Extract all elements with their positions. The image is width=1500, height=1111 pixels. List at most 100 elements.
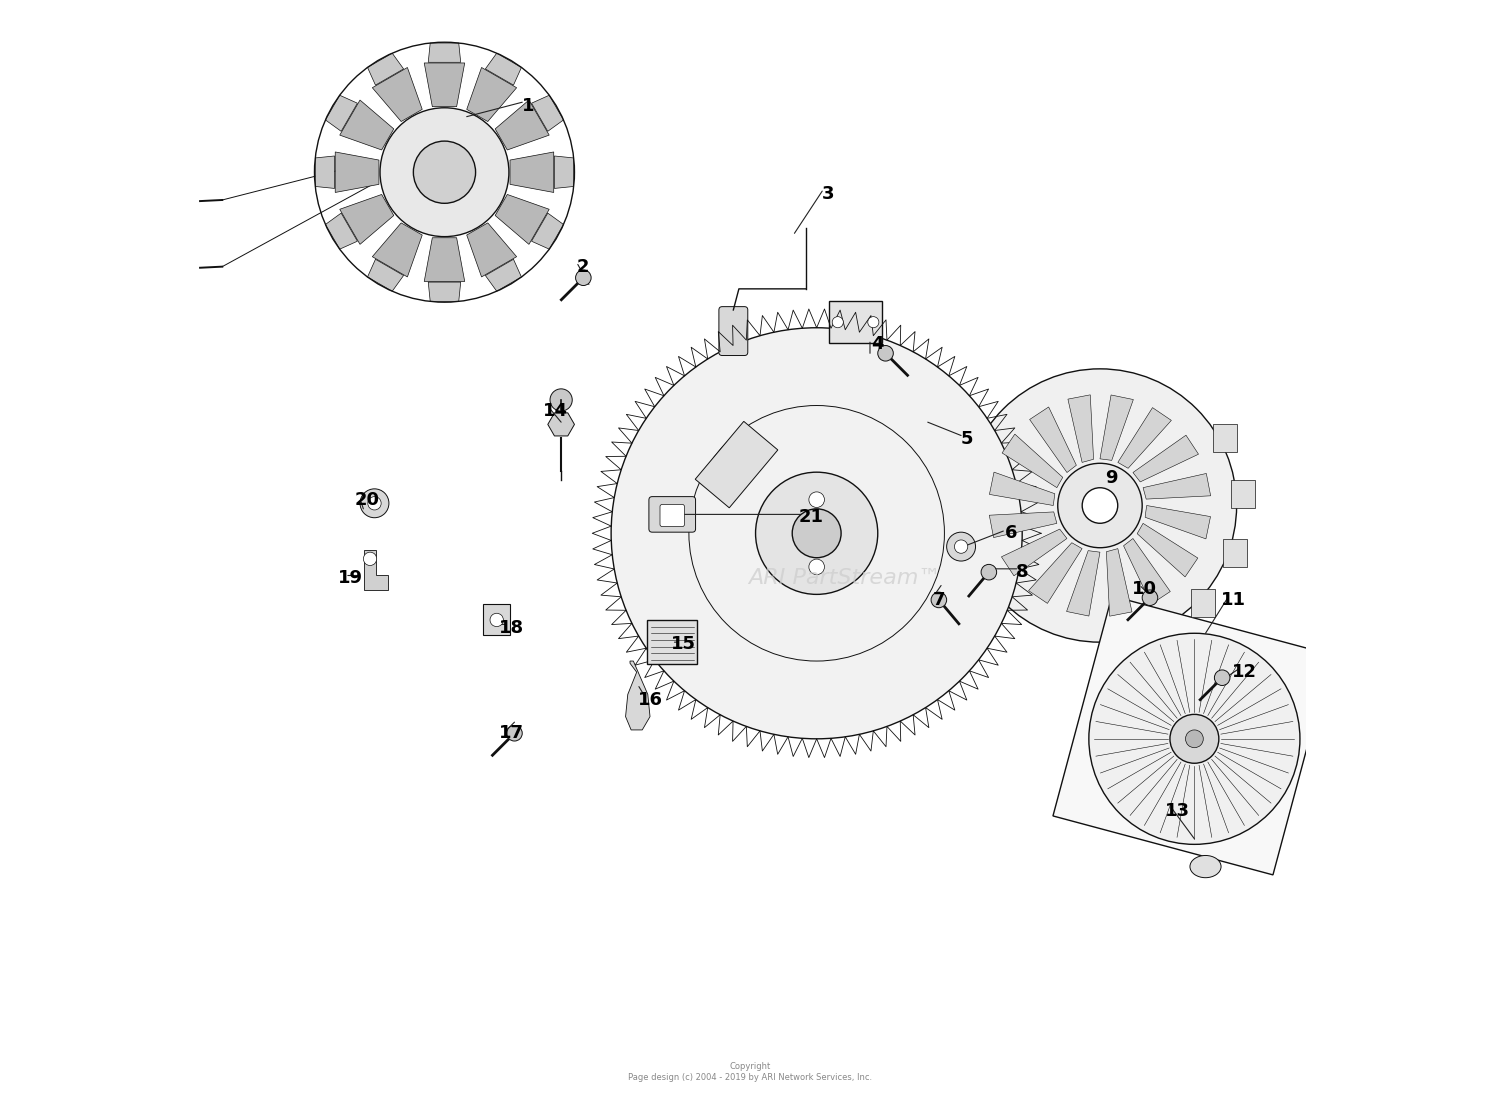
- Polygon shape: [531, 96, 564, 131]
- Text: 3: 3: [822, 186, 834, 203]
- Polygon shape: [1124, 539, 1170, 604]
- Circle shape: [1170, 714, 1219, 763]
- Polygon shape: [364, 550, 388, 590]
- FancyBboxPatch shape: [1214, 424, 1237, 451]
- Circle shape: [1082, 488, 1118, 523]
- Polygon shape: [495, 194, 549, 244]
- Polygon shape: [1029, 407, 1077, 472]
- FancyBboxPatch shape: [660, 504, 684, 527]
- Polygon shape: [427, 282, 460, 301]
- Polygon shape: [1132, 436, 1198, 482]
- Circle shape: [833, 317, 843, 328]
- Text: 1: 1: [522, 97, 534, 114]
- Polygon shape: [1143, 473, 1210, 499]
- Polygon shape: [510, 152, 554, 192]
- Polygon shape: [990, 512, 1058, 538]
- Text: 17: 17: [498, 724, 523, 742]
- Circle shape: [756, 472, 878, 594]
- Circle shape: [363, 552, 376, 565]
- Circle shape: [1215, 670, 1230, 685]
- Text: 12: 12: [1232, 663, 1257, 681]
- Polygon shape: [1118, 408, 1172, 469]
- Polygon shape: [372, 68, 422, 121]
- Circle shape: [1058, 463, 1142, 548]
- Polygon shape: [1066, 551, 1100, 617]
- Circle shape: [808, 492, 825, 508]
- FancyBboxPatch shape: [650, 497, 696, 532]
- FancyBboxPatch shape: [830, 301, 882, 343]
- Polygon shape: [339, 194, 394, 244]
- Circle shape: [490, 613, 504, 627]
- Ellipse shape: [1190, 855, 1221, 878]
- FancyBboxPatch shape: [646, 620, 698, 664]
- Text: 8: 8: [1016, 563, 1029, 581]
- Polygon shape: [531, 213, 564, 249]
- Polygon shape: [368, 259, 404, 291]
- Text: 2: 2: [578, 258, 590, 276]
- Circle shape: [414, 141, 476, 203]
- Polygon shape: [1002, 529, 1066, 575]
- Circle shape: [868, 317, 879, 328]
- Text: Copyright
Page design (c) 2004 - 2019 by ARI Network Services, Inc.: Copyright Page design (c) 2004 - 2019 by…: [628, 1062, 872, 1082]
- Text: 19: 19: [338, 569, 363, 587]
- FancyBboxPatch shape: [1191, 589, 1215, 617]
- Polygon shape: [339, 100, 394, 150]
- Circle shape: [878, 346, 894, 361]
- Polygon shape: [626, 661, 650, 730]
- Circle shape: [380, 108, 508, 237]
- Circle shape: [1089, 633, 1300, 844]
- Text: 5: 5: [960, 430, 974, 448]
- Polygon shape: [1137, 523, 1198, 577]
- Circle shape: [550, 389, 572, 411]
- Polygon shape: [466, 223, 516, 277]
- Text: 4: 4: [871, 336, 883, 353]
- Polygon shape: [326, 213, 357, 249]
- Circle shape: [1185, 730, 1203, 748]
- Circle shape: [981, 564, 996, 580]
- Text: 9: 9: [1106, 469, 1118, 487]
- FancyBboxPatch shape: [1222, 539, 1248, 567]
- Polygon shape: [1144, 506, 1210, 539]
- Polygon shape: [368, 53, 404, 86]
- Polygon shape: [372, 223, 422, 277]
- Text: 6: 6: [1005, 524, 1017, 542]
- FancyBboxPatch shape: [694, 421, 778, 508]
- Circle shape: [792, 509, 842, 558]
- Circle shape: [576, 270, 591, 286]
- FancyBboxPatch shape: [1053, 595, 1332, 874]
- Circle shape: [610, 328, 1022, 739]
- Polygon shape: [486, 259, 522, 291]
- Text: 21: 21: [798, 508, 824, 526]
- Polygon shape: [548, 413, 574, 436]
- Circle shape: [368, 497, 381, 510]
- FancyBboxPatch shape: [718, 307, 748, 356]
- Polygon shape: [495, 100, 549, 150]
- FancyBboxPatch shape: [1230, 480, 1256, 508]
- Polygon shape: [1100, 394, 1134, 460]
- Circle shape: [954, 540, 968, 553]
- Polygon shape: [555, 156, 573, 189]
- Polygon shape: [424, 63, 465, 107]
- Circle shape: [1142, 590, 1158, 605]
- Text: 14: 14: [543, 402, 568, 420]
- Circle shape: [963, 369, 1236, 642]
- Text: 13: 13: [1166, 802, 1190, 820]
- Text: 15: 15: [670, 635, 696, 653]
- Text: 16: 16: [638, 691, 663, 709]
- Polygon shape: [1068, 394, 1094, 462]
- Circle shape: [946, 532, 975, 561]
- Text: ARI PartStream™: ARI PartStream™: [748, 568, 940, 588]
- Circle shape: [507, 725, 522, 741]
- Text: 11: 11: [1221, 591, 1246, 609]
- Polygon shape: [424, 238, 465, 281]
- Polygon shape: [427, 43, 460, 62]
- Text: 18: 18: [498, 619, 523, 637]
- Polygon shape: [486, 53, 522, 86]
- Polygon shape: [1002, 434, 1064, 488]
- Text: 7: 7: [933, 591, 945, 609]
- Circle shape: [808, 559, 825, 574]
- Circle shape: [932, 592, 946, 608]
- Text: 10: 10: [1132, 580, 1156, 598]
- Polygon shape: [326, 96, 357, 131]
- Polygon shape: [990, 472, 1054, 506]
